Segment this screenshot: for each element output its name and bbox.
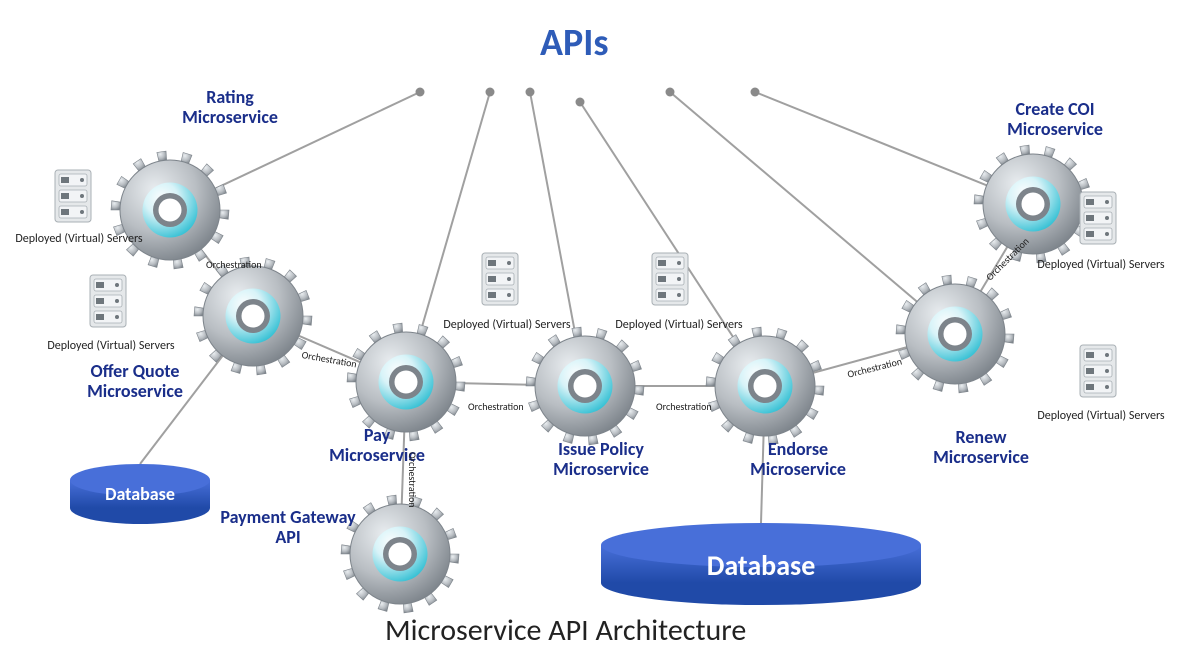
server-icon: [1080, 345, 1116, 397]
server-label: Deployed (Virtual) Servers: [604, 318, 754, 332]
orchestration-label: Orchestration: [656, 400, 712, 413]
gear-rating: [111, 151, 229, 269]
gear-coi: [974, 145, 1092, 263]
server-icon: [90, 275, 126, 327]
apis-title: APIs: [540, 20, 609, 66]
server-icon: [652, 253, 688, 305]
orchestration-label: Orchestration: [406, 452, 419, 508]
service-label-rating: RatingMicroservice: [160, 88, 300, 128]
api-spoke-dot: [576, 98, 585, 107]
api-spoke-dot: [751, 88, 760, 97]
service-label-offer: Offer QuoteMicroservice: [55, 362, 215, 402]
database-label: Database: [601, 548, 921, 583]
service-label-endorse: EndorseMicroservice: [728, 440, 868, 480]
api-spoke-dot: [666, 88, 675, 97]
service-label-renew: RenewMicroservice: [906, 428, 1056, 468]
gear-renew: [896, 275, 1014, 393]
api-spoke-dot: [486, 88, 495, 97]
server-icon: [482, 253, 518, 305]
orchestration-label: Orchestration: [468, 400, 524, 413]
orchestration-label: Orchestration: [206, 258, 262, 271]
api-spoke-dot: [526, 88, 535, 97]
service-label-coi: Create COIMicroservice: [970, 100, 1140, 140]
service-label-pay: PayMicroservice: [302, 426, 452, 466]
server-label: Deployed (Virtual) Servers: [36, 339, 186, 353]
server-icon: [55, 170, 91, 222]
main-title: Microservice API Architecture: [385, 612, 746, 649]
server-label: Deployed (Virtual) Servers: [1026, 258, 1176, 272]
service-label-gateway: Payment GatewayAPI: [198, 508, 378, 548]
gear-endorse: [706, 327, 824, 445]
gear-issue: [526, 327, 644, 445]
server-icon: [1080, 192, 1116, 244]
server-label: Deployed (Virtual) Servers: [432, 318, 582, 332]
gear-offer: [194, 257, 312, 375]
server-label: Deployed (Virtual) Servers: [1026, 409, 1176, 423]
service-label-issue: Issue PolicyMicroservice: [526, 440, 676, 480]
server-label: Deployed (Virtual) Servers: [4, 232, 154, 246]
api-link: [670, 92, 955, 334]
api-spoke-dot: [416, 88, 425, 97]
database-label: Database: [70, 483, 210, 505]
